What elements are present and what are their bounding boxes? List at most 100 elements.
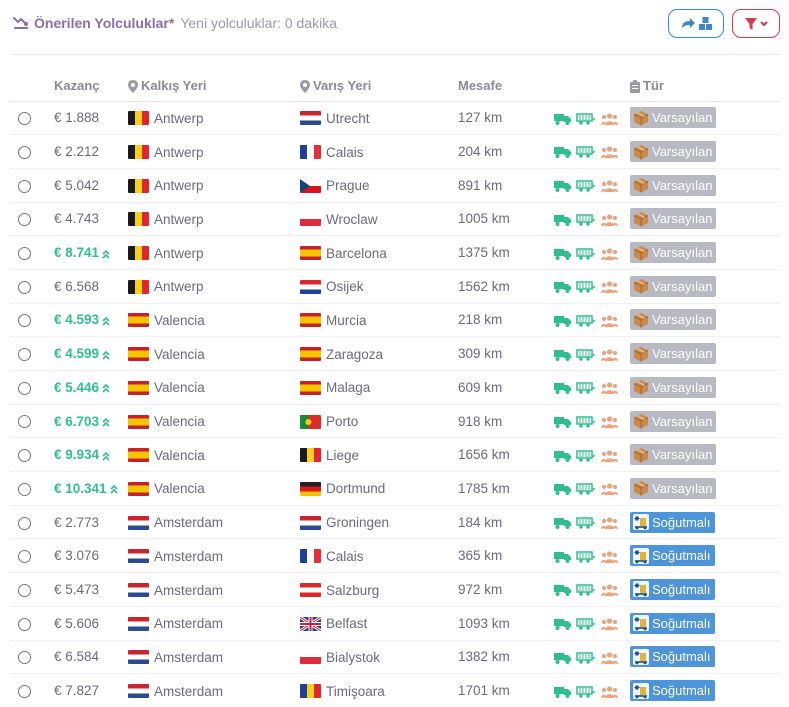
row-select-radio[interactable]	[18, 482, 31, 496]
distance-column-header[interactable]: Mesafe	[458, 70, 554, 102]
trailer-icon	[576, 113, 595, 125]
header-divider	[12, 54, 780, 55]
table-row[interactable]: € 5.473 Amsterdam Salzburg 972 km Soğutmalı	[10, 572, 780, 607]
row-select-radio[interactable]	[18, 247, 31, 261]
people-icon	[601, 584, 618, 597]
origin-city: Valencia	[154, 447, 205, 463]
flag-ro-icon	[300, 684, 321, 699]
type-label: Varsayılan	[652, 312, 713, 328]
table-row[interactable]: € 4.743 Antwerp Wroclaw 1005 km Varsayılan	[10, 202, 780, 237]
destination-city: Timişoara	[326, 683, 385, 699]
row-select-radio[interactable]	[18, 415, 31, 429]
row-select-radio[interactable]	[18, 381, 31, 395]
row-select-radio[interactable]	[18, 617, 31, 631]
type-badge: Varsayılan	[630, 107, 717, 129]
table-row[interactable]: € 8.741 Antwerp Barcelona 1375 km Varsayılan	[10, 235, 780, 270]
flag-nl-icon	[300, 111, 321, 126]
truck-icon	[554, 282, 571, 294]
filter-button[interactable]	[732, 9, 780, 38]
distance-value: 1375 km	[458, 245, 510, 261]
origin-column-header[interactable]: Kalkış Yeri	[128, 70, 300, 102]
table-row[interactable]: € 5.042 Antwerp Prague 891 km Varsayılan	[10, 168, 780, 203]
row-select-radio[interactable]	[18, 516, 31, 530]
people-icon	[601, 416, 618, 428]
distance-value: 891 km	[458, 177, 503, 193]
truck-icon	[554, 248, 571, 260]
table-row[interactable]: € 10.341 Valencia Dortmund 1785 km Varsayıla…	[10, 471, 780, 506]
chevron-double-up-icon	[102, 249, 110, 259]
distance-value: 972 km	[458, 581, 503, 597]
origin-city: Valencia	[154, 380, 205, 396]
table-row[interactable]: € 9.934 Valencia Liege 1656 km Varsayılan	[10, 437, 780, 473]
distance-value: 1382 km	[458, 649, 510, 665]
truck-icon	[554, 652, 571, 664]
refrigerated-truck-icon	[633, 648, 649, 665]
type-column-header[interactable]: Tür	[630, 70, 780, 102]
row-select-radio[interactable]	[18, 213, 31, 227]
table-row[interactable]: € 7.827 Amsterdam Timişoara 1701 km Soğutmal…	[10, 674, 780, 707]
type-label: Soğutmalı	[652, 683, 711, 699]
truck-icon	[554, 686, 571, 698]
table-row[interactable]: € 4.593 Valencia Murcia 218 km Varsayılan	[10, 303, 780, 338]
type-badge: Varsayılan	[630, 208, 717, 230]
row-select-radio[interactable]	[18, 583, 31, 597]
destination-column-header[interactable]: Varış Yeri	[300, 70, 458, 102]
row-select-radio[interactable]	[18, 449, 31, 463]
flag-es-icon	[128, 448, 149, 463]
earnings-column-header[interactable]: Kazanç	[54, 70, 128, 102]
package-icon	[633, 110, 649, 126]
table-row[interactable]: € 6.568 Antwerp Osijek 1562 km Varsayılan	[10, 269, 780, 304]
row-select-radio[interactable]	[18, 685, 31, 699]
origin-column-label: Kalkış Yeri	[141, 77, 207, 93]
destination-column-label: Varış Yeri	[313, 77, 372, 93]
earnings-value: € 5.446	[54, 379, 100, 395]
row-select-radio[interactable]	[18, 651, 31, 665]
package-icon	[633, 178, 649, 193]
table-row[interactable]: € 2.773 Amsterdam Groningen 184 km Soğutmalı	[10, 505, 780, 540]
destination-city: Bialystok	[326, 649, 381, 665]
destination-city: Dortmund	[326, 481, 386, 497]
flag-nl-icon	[128, 549, 149, 564]
distance-value: 365 km	[458, 548, 503, 564]
table-row[interactable]: € 3.076 Amsterdam Calais 365 km Soğutmalı	[10, 538, 780, 574]
distance-value: 1093 km	[458, 615, 510, 631]
truck-icon	[554, 551, 571, 563]
row-select-radio[interactable]	[18, 550, 31, 564]
people-icon	[601, 247, 618, 260]
flag-nl-icon	[128, 616, 149, 631]
distance-value: 1785 km	[458, 480, 510, 496]
destination-city: Calais	[326, 548, 364, 564]
table-row[interactable]: € 1.888 Antwerp Utrecht 127 km Varsayılan	[10, 101, 780, 136]
row-select-radio[interactable]	[18, 145, 31, 159]
type-badge: Varsayılan	[630, 477, 717, 499]
row-select-radio[interactable]	[18, 179, 31, 193]
trailer-icon	[576, 584, 595, 597]
distance-value: 609 km	[458, 379, 503, 395]
table-row[interactable]: € 6.703 Valencia Porto 918 km Varsayılan	[10, 404, 780, 439]
type-label: Soğutmalı	[652, 548, 711, 564]
table-row[interactable]: € 6.584 Amsterdam Bialystok 1382 km Soğutmal…	[10, 640, 780, 675]
earnings-value: € 1.888	[54, 110, 100, 126]
row-select-radio[interactable]	[18, 348, 31, 362]
type-badge: Varsayılan	[630, 444, 717, 466]
flag-be-icon	[128, 145, 149, 159]
share-cargo-button[interactable]	[668, 9, 724, 38]
people-icon	[601, 551, 618, 563]
refrigerated-truck-icon	[633, 514, 649, 531]
row-select-radio[interactable]	[18, 112, 31, 126]
destination-city: Salzburg	[326, 582, 380, 598]
table-row[interactable]: € 2.212 Antwerp Calais 204 km Varsayılan	[10, 134, 780, 169]
share-cargo-icon	[682, 16, 712, 30]
row-select-radio[interactable]	[18, 314, 31, 328]
table-row[interactable]: € 5.446 Valencia Malaga 609 km Varsayılan	[10, 370, 780, 405]
row-select-radio[interactable]	[18, 280, 31, 294]
refrigerated-truck-icon	[633, 682, 649, 699]
destination-city: Groningen	[326, 515, 390, 531]
earnings-value: € 5.606	[54, 615, 100, 631]
table-row[interactable]: € 5.606 Amsterdam Belfast 1093 km Soğutmalı	[10, 606, 780, 641]
trailer-icon	[576, 281, 595, 293]
chevron-double-up-icon	[102, 384, 110, 393]
origin-city: Amsterdam	[154, 548, 224, 564]
trailer-icon	[576, 449, 595, 462]
table-row[interactable]: € 4.599 Valencia Zaragoza 309 km Varsayılan	[10, 336, 780, 371]
